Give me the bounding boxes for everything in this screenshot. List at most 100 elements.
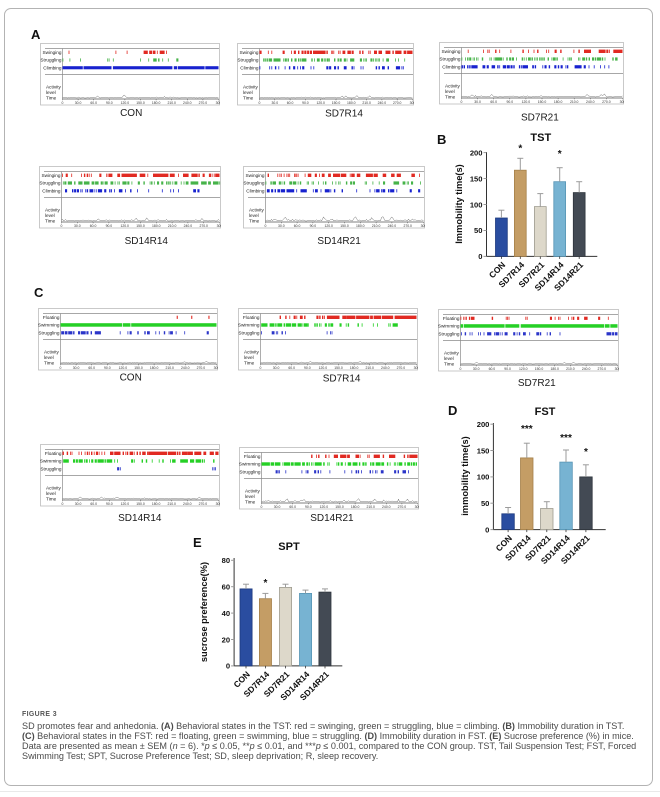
svg-text:Swimming: Swimming (238, 322, 260, 327)
svg-text:SD14R21: SD14R21 (310, 512, 354, 523)
svg-text:50: 50 (481, 499, 489, 508)
svg-text:180.0: 180.0 (150, 365, 159, 369)
svg-text:Struggling: Struggling (238, 330, 260, 335)
svg-text:180.0: 180.0 (553, 100, 562, 104)
svg-text:120.0: 120.0 (316, 101, 325, 105)
svg-text:60.0: 60.0 (90, 223, 97, 227)
svg-text:Swinging: Swinging (42, 173, 61, 178)
svg-text:Time: Time (46, 496, 57, 501)
svg-text:level: level (243, 90, 253, 95)
svg-text:Time: Time (45, 218, 56, 223)
svg-text:level: level (44, 355, 54, 360)
svg-text:Swinging: Swinging (246, 173, 265, 178)
svg-text:240.0: 240.0 (183, 101, 192, 105)
svg-text:Swinging: Swinging (42, 50, 61, 55)
svg-text:50: 50 (474, 226, 482, 235)
svg-text:0: 0 (226, 662, 230, 671)
svg-text:210.0: 210.0 (567, 367, 576, 371)
svg-text:level: level (46, 491, 56, 496)
svg-text:300: 300 (215, 501, 219, 505)
svg-text:0: 0 (259, 365, 261, 369)
svg-text:180.0: 180.0 (356, 223, 365, 227)
svg-text:Struggling: Struggling (239, 469, 261, 474)
svg-text:240.0: 240.0 (183, 501, 192, 505)
svg-text:270.0: 270.0 (198, 501, 207, 505)
svg-text:150: 150 (477, 446, 490, 455)
svg-text:90.0: 90.0 (106, 223, 113, 227)
svg-text:Time: Time (245, 499, 256, 504)
svg-text:*: * (584, 447, 588, 458)
svg-text:Swimming: Swimming (438, 324, 460, 329)
svg-text:Activity: Activity (45, 207, 61, 212)
svg-text:200: 200 (470, 148, 483, 157)
svg-text:90.0: 90.0 (505, 367, 512, 371)
svg-text:level: level (445, 89, 455, 94)
svg-text:210.0: 210.0 (569, 100, 578, 104)
svg-text:level: level (245, 494, 255, 499)
svg-text:Time: Time (445, 95, 456, 100)
svg-text:30.0: 30.0 (74, 501, 81, 505)
svg-text:Climbing: Climbing (247, 188, 266, 193)
svg-text:30.0: 30.0 (75, 101, 82, 105)
svg-text:Climbing: Climbing (43, 188, 62, 193)
svg-text:Floating: Floating (44, 451, 61, 456)
svg-text:210.0: 210.0 (167, 501, 176, 505)
svg-text:240.0: 240.0 (377, 101, 386, 105)
svg-text:210.0: 210.0 (166, 365, 175, 369)
svg-text:120.0: 120.0 (521, 100, 530, 104)
svg-text:level: level (45, 213, 55, 218)
svg-text:90.0: 90.0 (106, 501, 113, 505)
svg-text:immobility time(s): immobility time(s) (460, 436, 470, 516)
svg-text:240.0: 240.0 (382, 504, 391, 508)
svg-text:90.0: 90.0 (104, 365, 111, 369)
svg-text:30.0: 30.0 (73, 365, 80, 369)
svg-text:Struggling: Struggling (439, 57, 461, 62)
svg-text:*: * (558, 149, 562, 160)
svg-text:150.0: 150.0 (341, 223, 350, 227)
svg-text:210.0: 210.0 (372, 223, 381, 227)
svg-text:120.0: 120.0 (318, 365, 327, 369)
svg-text:150.0: 150.0 (136, 501, 145, 505)
svg-text:180.0: 180.0 (351, 504, 360, 508)
svg-text:300: 300 (615, 367, 619, 371)
svg-text:120.0: 120.0 (119, 365, 128, 369)
svg-text:60.0: 60.0 (288, 365, 295, 369)
svg-text:150.0: 150.0 (334, 365, 343, 369)
svg-text:Swimming: Swimming (38, 322, 60, 327)
svg-text:150.0: 150.0 (331, 101, 340, 105)
svg-text:Activity: Activity (46, 85, 62, 90)
svg-text:300: 300 (619, 100, 623, 104)
svg-text:120.0: 120.0 (519, 367, 528, 371)
svg-text:30.0: 30.0 (473, 367, 480, 371)
svg-text:Climbing: Climbing (43, 66, 62, 71)
svg-text:30.0: 30.0 (272, 365, 279, 369)
svg-text:Activity: Activity (444, 351, 460, 356)
svg-text:level: level (249, 213, 259, 218)
svg-text:30.0: 30.0 (271, 101, 278, 105)
svg-text:30.0: 30.0 (274, 504, 281, 508)
svg-text:180.0: 180.0 (152, 101, 161, 105)
svg-text:Struggling: Struggling (244, 180, 266, 185)
svg-text:180.0: 180.0 (350, 365, 359, 369)
svg-text:150.0: 150.0 (335, 504, 344, 508)
svg-text:Floating: Floating (244, 454, 261, 459)
svg-text:270.0: 270.0 (602, 100, 611, 104)
svg-text:60.0: 60.0 (489, 367, 496, 371)
svg-text:270.0: 270.0 (200, 223, 209, 227)
svg-text:Struggling: Struggling (40, 58, 62, 63)
svg-text:0: 0 (60, 365, 62, 369)
svg-text:Time: Time (243, 96, 254, 101)
svg-text:TST: TST (530, 132, 551, 144)
svg-text:level: level (444, 356, 454, 361)
svg-text:Time: Time (46, 96, 57, 101)
svg-text:240.0: 240.0 (184, 223, 193, 227)
svg-text:level: level (46, 90, 56, 95)
svg-text:Floating: Floating (443, 316, 460, 321)
svg-text:0: 0 (265, 223, 267, 227)
svg-text:300: 300 (409, 101, 413, 105)
svg-text:150.0: 150.0 (136, 101, 145, 105)
svg-text:Activity: Activity (44, 349, 60, 354)
svg-text:Activity: Activity (244, 349, 260, 354)
svg-text:210.0: 210.0 (362, 101, 371, 105)
svg-text:Activity: Activity (243, 85, 259, 90)
